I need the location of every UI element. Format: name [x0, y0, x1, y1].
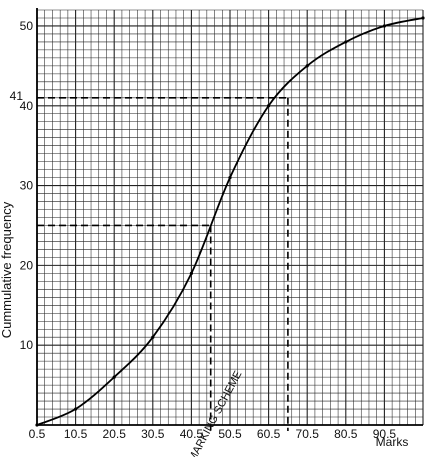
data-point [305, 64, 309, 68]
axes [36, 8, 423, 426]
x-axis-label: Marks [376, 435, 409, 449]
data-point [344, 40, 348, 44]
ogive-curve [35, 16, 425, 427]
data-point [382, 24, 386, 28]
guide-lines [37, 96, 289, 431]
y-tick-label: 20 [20, 258, 34, 272]
tick-labels: 0.5 10.5 20.5 30.5 40.5 50.5 60.5 70.5 80.5 90.5 1… [20, 19, 397, 441]
data-point [35, 423, 39, 427]
grid [36, 9, 424, 426]
x-tick-label: 70.5 [296, 427, 320, 441]
x-tick-label: 20.5 [103, 427, 127, 441]
x-tick-label: 40.5 [180, 427, 204, 441]
y-axis-label: Cummulative frequency [0, 201, 14, 338]
x-tick-label: 50.5 [218, 427, 242, 441]
x-tick-label: 80.5 [334, 427, 358, 441]
data-point [189, 271, 193, 275]
y-tick-label: 40 [20, 99, 34, 113]
y-tick-label: 30 [20, 179, 34, 193]
y-label-41: 41 [10, 89, 24, 103]
x-tick-label: 90.5 [373, 427, 397, 441]
data-point [112, 375, 116, 379]
x-tick-label: 30.5 [141, 427, 165, 441]
data-point [74, 407, 78, 411]
data-point [267, 104, 271, 108]
data-point [421, 16, 425, 20]
data-point [151, 335, 155, 339]
x-tick-label: 60.5 [257, 427, 281, 441]
x-tick-label: 10.5 [64, 427, 88, 441]
data-point [228, 175, 232, 180]
y-tick-label: 10 [20, 338, 34, 352]
marking-scheme-stamp: MARKING SCHEME [186, 369, 244, 457]
x-tick-label: 0.5 [29, 427, 46, 441]
y-tick-label: 50 [20, 19, 34, 33]
